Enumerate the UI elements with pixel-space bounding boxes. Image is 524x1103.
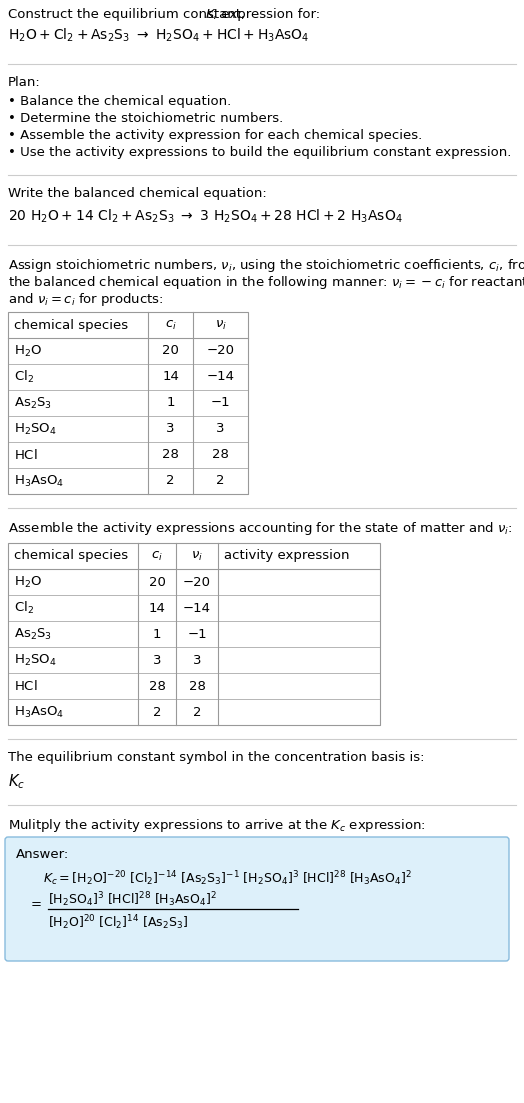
- Text: $c_i$: $c_i$: [151, 549, 163, 563]
- Text: 14: 14: [162, 371, 179, 384]
- Text: Assign stoichiometric numbers, $\nu_i$, using the stoichiometric coefficients, $: Assign stoichiometric numbers, $\nu_i$, …: [8, 257, 524, 274]
- Text: 3: 3: [216, 422, 225, 436]
- Text: and $\nu_i = c_i$ for products:: and $\nu_i = c_i$ for products:: [8, 291, 163, 308]
- FancyBboxPatch shape: [5, 837, 509, 961]
- Text: 2: 2: [166, 474, 174, 488]
- Text: • Balance the chemical equation.: • Balance the chemical equation.: [8, 95, 231, 108]
- Text: • Use the activity expressions to build the equilibrium constant expression.: • Use the activity expressions to build …: [8, 146, 511, 159]
- Text: 28: 28: [189, 679, 205, 693]
- Text: chemical species: chemical species: [14, 319, 128, 332]
- Text: $[\mathdefault{H_2O}]^{20}\ [\mathdefault{Cl_2}]^{14}\ [\mathdefault{As_2S_3}]$: $[\mathdefault{H_2O}]^{20}\ [\mathdefaul…: [48, 913, 188, 932]
- Text: Plan:: Plan:: [8, 76, 41, 89]
- Text: 3: 3: [166, 422, 174, 436]
- Text: $\mathdefault{HCl}$: $\mathdefault{HCl}$: [14, 448, 38, 462]
- Bar: [8, 312, 248, 494]
- Text: activity expression: activity expression: [224, 549, 350, 563]
- Text: 3: 3: [193, 653, 201, 666]
- Text: $\nu_i$: $\nu_i$: [214, 319, 226, 332]
- Text: −20: −20: [206, 344, 235, 357]
- Text: $\nu_i$: $\nu_i$: [191, 549, 203, 563]
- Text: −20: −20: [183, 576, 211, 589]
- Text: 2: 2: [193, 706, 201, 718]
- Text: 20: 20: [149, 576, 166, 589]
- Text: • Determine the stoichiometric numbers.: • Determine the stoichiometric numbers.: [8, 113, 283, 125]
- Text: −1: −1: [187, 628, 207, 641]
- Text: chemical species: chemical species: [14, 549, 128, 563]
- Text: The equilibrium constant symbol in the concentration basis is:: The equilibrium constant symbol in the c…: [8, 751, 424, 764]
- Text: 28: 28: [212, 449, 229, 461]
- Text: −1: −1: [211, 396, 231, 409]
- Text: Assemble the activity expressions accounting for the state of matter and $\nu_i$: Assemble the activity expressions accoun…: [8, 520, 512, 537]
- Text: $\mathdefault{HCl}$: $\mathdefault{HCl}$: [14, 679, 38, 693]
- Text: $\mathdefault{H_3AsO_4}$: $\mathdefault{H_3AsO_4}$: [14, 473, 64, 489]
- Bar: [8, 543, 380, 725]
- Text: $\mathdefault{As_2S_3}$: $\mathdefault{As_2S_3}$: [14, 627, 52, 642]
- Text: Mulitply the activity expressions to arrive at the $K_c$ expression:: Mulitply the activity expressions to arr…: [8, 817, 426, 834]
- Text: $=$: $=$: [28, 897, 42, 910]
- Text: $\mathdefault{H_3AsO_4}$: $\mathdefault{H_3AsO_4}$: [14, 705, 64, 719]
- Text: 2: 2: [153, 706, 161, 718]
- Text: $\mathdefault{H_2O}$: $\mathdefault{H_2O}$: [14, 575, 42, 589]
- Text: $K_c$: $K_c$: [8, 772, 25, 791]
- Text: $\mathdefault{H_2O + Cl_2 + As_2S_3}$$\rm{\ \rightarrow\ }$$\mathdefault{H_2SO_4: $\mathdefault{H_2O + Cl_2 + As_2S_3}$$\r…: [8, 26, 310, 44]
- Text: 28: 28: [162, 449, 179, 461]
- Text: $c_i$: $c_i$: [165, 319, 177, 332]
- Text: • Assemble the activity expression for each chemical species.: • Assemble the activity expression for e…: [8, 129, 422, 142]
- Text: $\mathdefault{Cl_2}$: $\mathdefault{Cl_2}$: [14, 600, 34, 617]
- Text: 1: 1: [153, 628, 161, 641]
- Text: $\mathdefault{H_2O}$: $\mathdefault{H_2O}$: [14, 343, 42, 358]
- Text: Write the balanced chemical equation:: Write the balanced chemical equation:: [8, 188, 267, 200]
- Text: K: K: [206, 8, 215, 21]
- Text: the balanced chemical equation in the following manner: $\nu_i = -c_i$ for react: the balanced chemical equation in the fo…: [8, 274, 524, 291]
- Text: Answer:: Answer:: [16, 848, 69, 861]
- Text: 2: 2: [216, 474, 225, 488]
- Text: 3: 3: [153, 653, 161, 666]
- Text: $K_c = [\mathdefault{H_2O}]^{-20}\ [\mathdefault{Cl_2}]^{-14}\ [\mathdefault{As_: $K_c = [\mathdefault{H_2O}]^{-20}\ [\mat…: [43, 869, 412, 888]
- Text: $[\mathdefault{H_2SO_4}]^3\ [\mathdefault{HCl}]^{28}\ [\mathdefault{H_3AsO_4}]^2: $[\mathdefault{H_2SO_4}]^3\ [\mathdefaul…: [48, 890, 217, 909]
- Text: −14: −14: [206, 371, 235, 384]
- Text: , expression for:: , expression for:: [213, 8, 320, 21]
- Text: $\mathdefault{As_2S_3}$: $\mathdefault{As_2S_3}$: [14, 396, 52, 410]
- Text: $\mathdefault{H_2SO_4}$: $\mathdefault{H_2SO_4}$: [14, 653, 57, 667]
- Text: $\mathdefault{20\ H_2O + 14\ Cl_2 + As_2S_3}$$\rm{\ \rightarrow\ }$$\mathdefault: $\mathdefault{20\ H_2O + 14\ Cl_2 + As_2…: [8, 208, 403, 225]
- Text: $\mathdefault{Cl_2}$: $\mathdefault{Cl_2}$: [14, 368, 34, 385]
- Text: $\mathdefault{H_2SO_4}$: $\mathdefault{H_2SO_4}$: [14, 421, 57, 437]
- Text: 28: 28: [149, 679, 166, 693]
- Text: 20: 20: [162, 344, 179, 357]
- Text: −14: −14: [183, 601, 211, 614]
- Text: 1: 1: [166, 396, 174, 409]
- Text: 14: 14: [149, 601, 166, 614]
- Text: Construct the equilibrium constant,: Construct the equilibrium constant,: [8, 8, 249, 21]
